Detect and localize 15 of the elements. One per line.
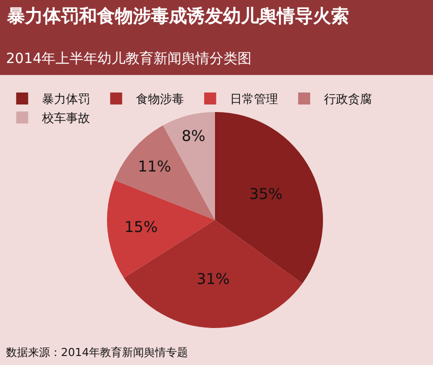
pie-slice xyxy=(114,125,215,220)
legend-label: 食物涉毒 xyxy=(136,92,184,106)
data-label: 11% xyxy=(138,158,172,176)
pie-slice xyxy=(124,220,302,328)
data-label: 8% xyxy=(182,127,206,146)
legend-label: 日常管理 xyxy=(230,92,278,106)
source-note: 数据来源：2014年教育新闻舆情专题 xyxy=(6,346,188,359)
data-label: 15% xyxy=(124,218,158,236)
legend-label: 校车事故 xyxy=(41,111,90,126)
chart-title: 暴力体罚和食物涉毒成诱发幼儿舆情导火索 xyxy=(6,6,349,27)
data-label: 31% xyxy=(196,270,230,288)
data-label: 35% xyxy=(249,185,283,204)
legend-label: 行政贪腐 xyxy=(324,92,372,106)
chart-subtitle: 2014年上半年幼儿教育新闻舆情分类图 xyxy=(6,50,252,67)
legend-label: 暴力体罚 xyxy=(42,92,90,106)
